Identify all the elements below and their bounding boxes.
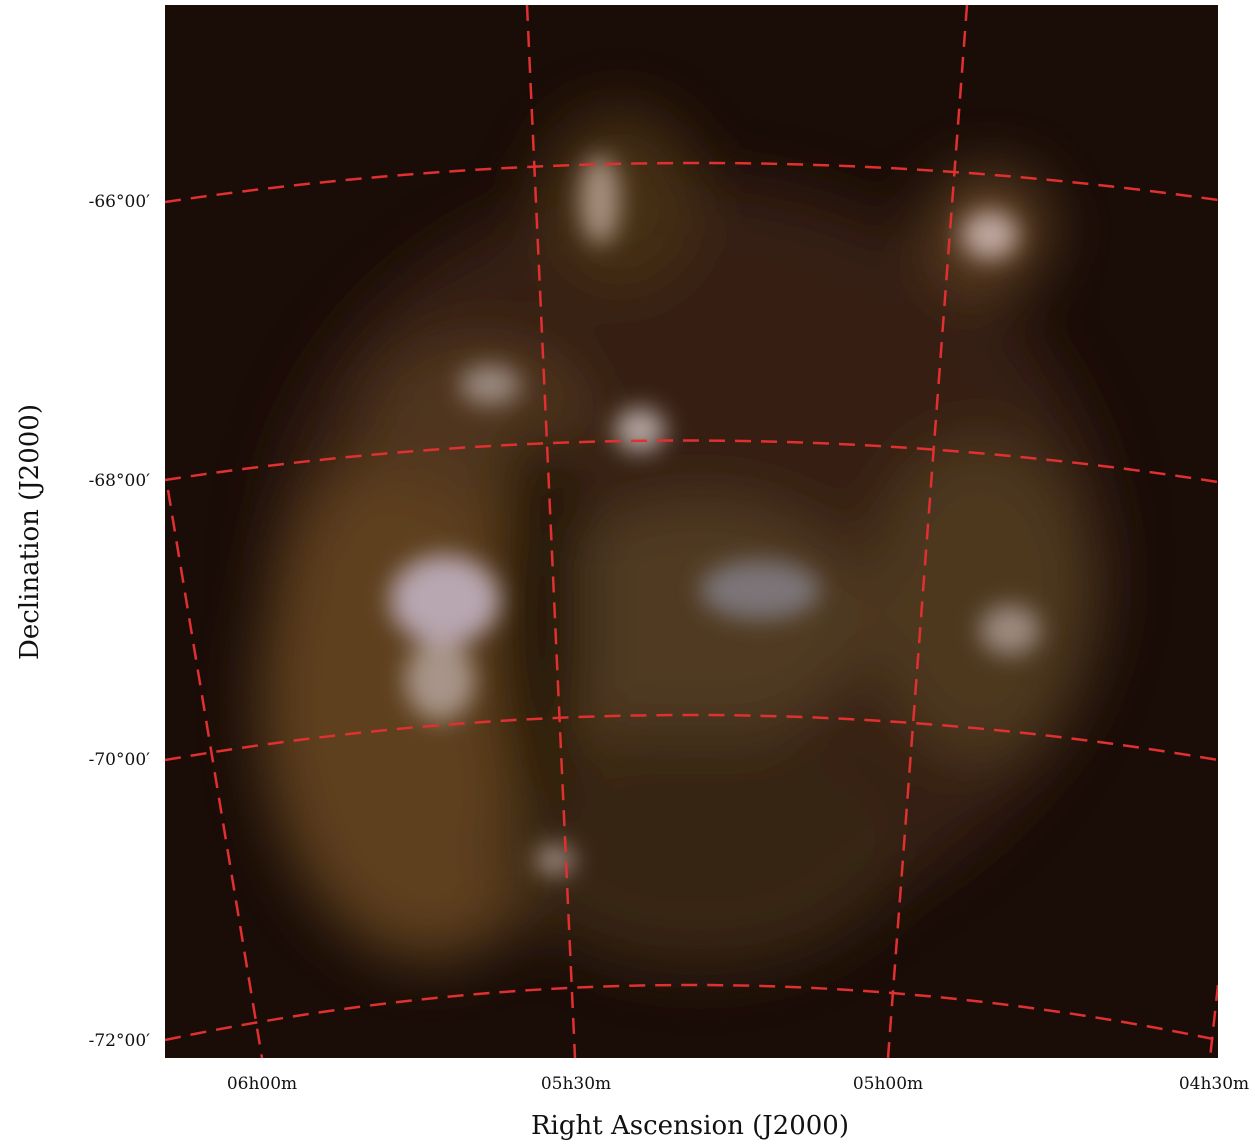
x-tick-label: 04h30m bbox=[1179, 1074, 1249, 1094]
y-axis-title: Declination (J2000) bbox=[15, 404, 45, 660]
sky-image bbox=[165, 5, 1218, 1058]
x-tick-label: 05h30m bbox=[541, 1074, 611, 1094]
y-tick-label: -72°00′ bbox=[89, 1031, 151, 1051]
y-tick-label: -68°00′ bbox=[89, 471, 151, 491]
x-tick-label: 06h00m bbox=[227, 1074, 297, 1094]
coordinate-grid bbox=[165, 5, 1218, 1058]
x-tick-label: 05h00m bbox=[853, 1074, 923, 1094]
y-tick-label: -66°00′ bbox=[89, 192, 151, 212]
y-tick-label: -70°00′ bbox=[89, 750, 151, 770]
x-axis-title: Right Ascension (J2000) bbox=[531, 1111, 849, 1141]
